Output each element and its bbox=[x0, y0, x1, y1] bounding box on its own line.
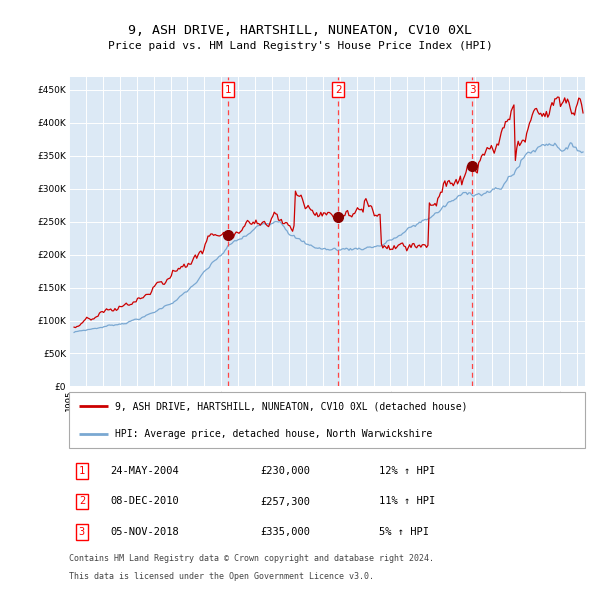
Text: Price paid vs. HM Land Registry's House Price Index (HPI): Price paid vs. HM Land Registry's House … bbox=[107, 41, 493, 51]
Text: HPI: Average price, detached house, North Warwickshire: HPI: Average price, detached house, Nort… bbox=[115, 430, 433, 440]
Text: 08-DEC-2010: 08-DEC-2010 bbox=[110, 497, 179, 506]
FancyBboxPatch shape bbox=[69, 392, 585, 448]
Text: 5% ↑ HPI: 5% ↑ HPI bbox=[379, 527, 428, 537]
Text: 24-MAY-2004: 24-MAY-2004 bbox=[110, 466, 179, 476]
Text: 12% ↑ HPI: 12% ↑ HPI bbox=[379, 466, 435, 476]
Text: 1: 1 bbox=[79, 466, 85, 476]
Text: 9, ASH DRIVE, HARTSHILL, NUNEATON, CV10 0XL (detached house): 9, ASH DRIVE, HARTSHILL, NUNEATON, CV10 … bbox=[115, 401, 468, 411]
Text: £257,300: £257,300 bbox=[260, 497, 310, 506]
Text: £230,000: £230,000 bbox=[260, 466, 310, 476]
Text: 2: 2 bbox=[79, 497, 85, 506]
Text: 3: 3 bbox=[469, 85, 476, 95]
Text: 11% ↑ HPI: 11% ↑ HPI bbox=[379, 497, 435, 506]
Text: 3: 3 bbox=[79, 527, 85, 537]
Text: This data is licensed under the Open Government Licence v3.0.: This data is licensed under the Open Gov… bbox=[69, 572, 374, 581]
Text: 05-NOV-2018: 05-NOV-2018 bbox=[110, 527, 179, 537]
Text: £335,000: £335,000 bbox=[260, 527, 310, 537]
Text: 9, ASH DRIVE, HARTSHILL, NUNEATON, CV10 0XL: 9, ASH DRIVE, HARTSHILL, NUNEATON, CV10 … bbox=[128, 24, 472, 37]
Text: 1: 1 bbox=[224, 85, 231, 95]
Text: Contains HM Land Registry data © Crown copyright and database right 2024.: Contains HM Land Registry data © Crown c… bbox=[69, 554, 434, 563]
Text: 2: 2 bbox=[335, 85, 341, 95]
